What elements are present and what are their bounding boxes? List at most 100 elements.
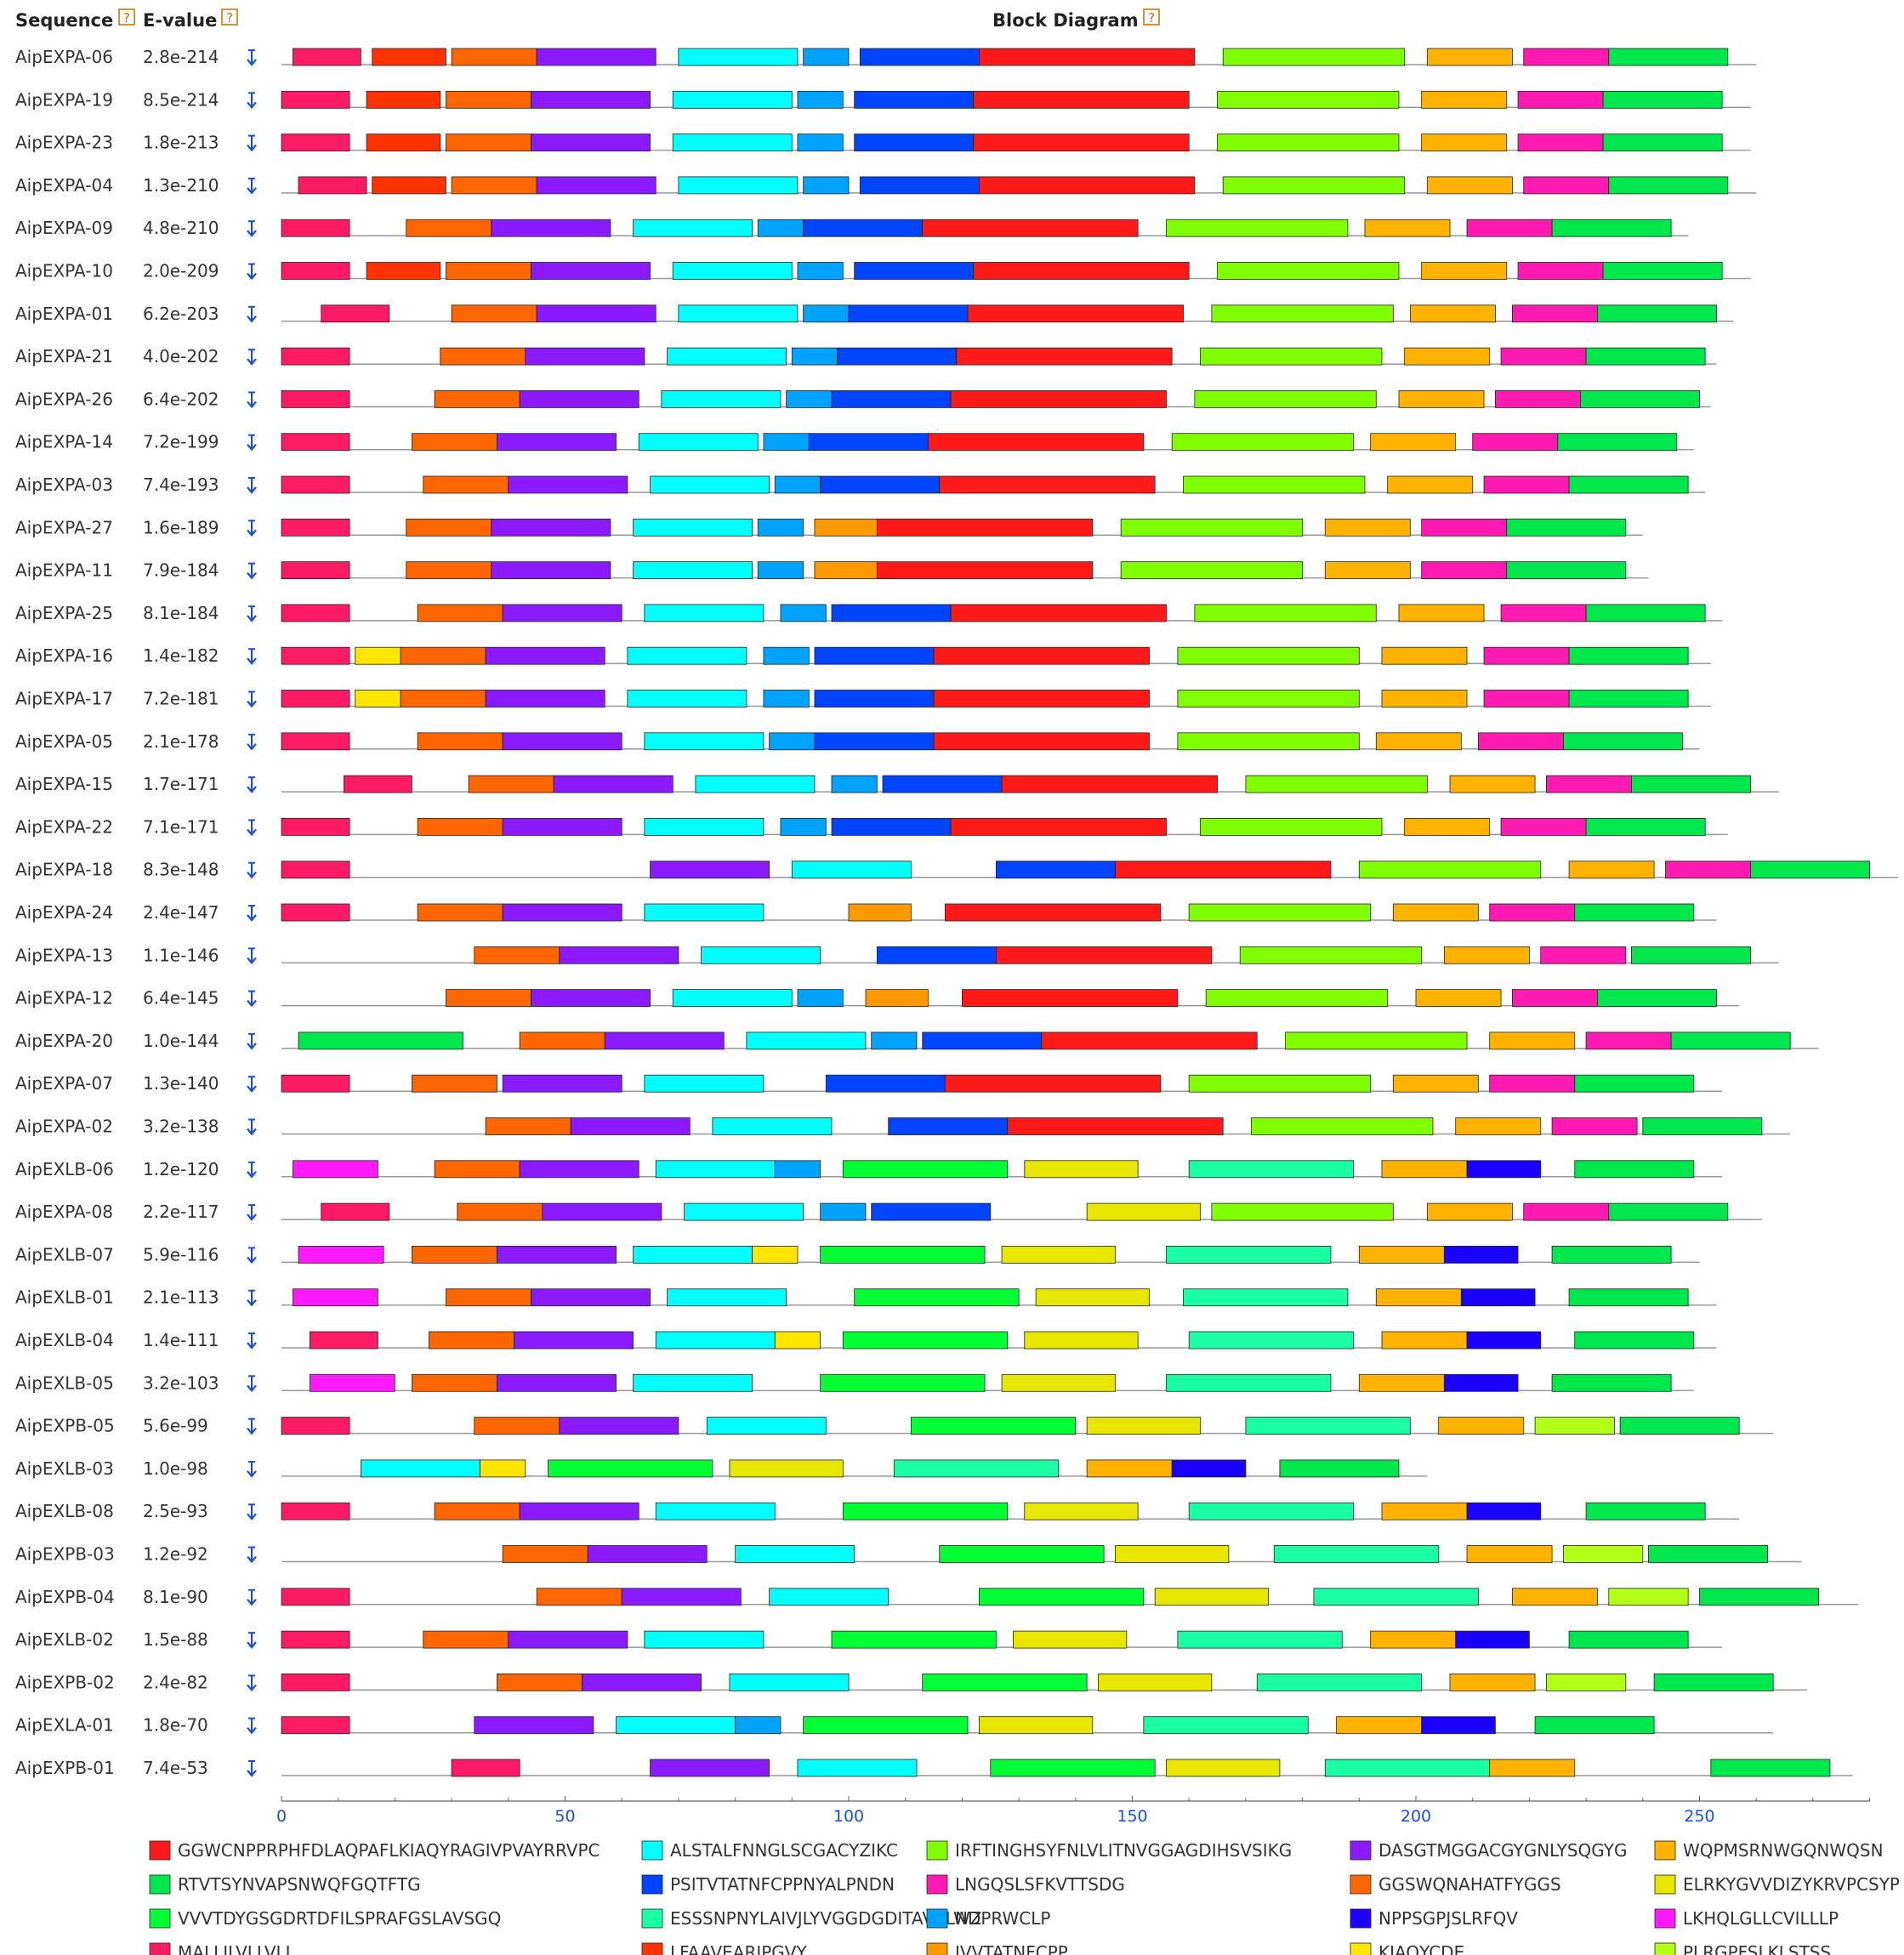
motif-block-m8[interactable] <box>1511 989 1598 1007</box>
motif-block-m5[interactable] <box>1421 90 1508 109</box>
motif-block-m4[interactable] <box>497 1246 617 1264</box>
motif-block-m9[interactable] <box>434 1160 520 1179</box>
motif-block-m6[interactable] <box>298 1031 463 1050</box>
motif-block-m12[interactable] <box>1166 1373 1332 1392</box>
motif-block-m16[interactable] <box>281 690 350 708</box>
motif-block-m14[interactable] <box>1443 1373 1519 1392</box>
motif-block-m1[interactable] <box>950 604 1167 622</box>
motif-block-m5[interactable] <box>1443 946 1530 964</box>
scan-arrow-icon[interactable] <box>247 1588 257 1606</box>
motif-block-m12[interactable] <box>1166 1246 1332 1264</box>
motif-block-m13[interactable] <box>763 690 810 708</box>
motif-block-m4[interactable] <box>536 48 656 66</box>
motif-block-m3[interactable] <box>1120 561 1304 579</box>
motif-block-m16[interactable] <box>281 475 350 494</box>
motif-block-m8[interactable] <box>1472 433 1559 452</box>
motif-block-m9[interactable] <box>406 219 492 237</box>
motif-block-m13[interactable] <box>780 818 827 836</box>
motif-block-m8[interactable] <box>1511 304 1598 323</box>
motif-block-m9[interactable] <box>536 1588 622 1606</box>
motif-block-m6[interactable] <box>1580 389 1700 408</box>
motif-block-m9[interactable] <box>429 1331 514 1350</box>
motif-block-m10[interactable] <box>1013 1630 1128 1649</box>
sequence-name[interactable]: AipEXPA-23 <box>15 133 113 153</box>
motif-block-m19[interactable] <box>480 1459 526 1478</box>
motif-block-m10[interactable] <box>729 1459 844 1478</box>
motif-block-m7[interactable] <box>814 690 935 708</box>
motif-block-m9[interactable] <box>434 1502 520 1520</box>
motif-block-m2[interactable] <box>644 1630 764 1649</box>
motif-block-m8[interactable] <box>1546 775 1632 793</box>
motif-block-m16[interactable] <box>281 134 350 152</box>
motif-block-m2[interactable] <box>701 946 821 964</box>
scan-arrow-icon[interactable] <box>247 905 257 922</box>
motif-block-m6[interactable] <box>1568 1630 1689 1649</box>
motif-block-m13[interactable] <box>757 219 804 237</box>
motif-block-m6[interactable] <box>1648 1545 1768 1563</box>
motif-block-m6[interactable] <box>1608 48 1729 66</box>
motif-block-m13[interactable] <box>803 176 850 195</box>
motif-block-m8[interactable] <box>1585 1031 1672 1050</box>
motif-block-m9[interactable] <box>400 646 486 665</box>
motif-block-m2[interactable] <box>633 219 753 237</box>
motif-block-m1[interactable] <box>1115 861 1332 879</box>
sequence-name[interactable]: AipEXPA-27 <box>15 517 113 537</box>
sequence-name[interactable]: AipEXPA-09 <box>15 218 113 238</box>
motif-block-m5[interactable] <box>1415 989 1502 1007</box>
sequence-name[interactable]: AipEXPA-07 <box>15 1073 113 1094</box>
motif-block-m4[interactable] <box>531 989 651 1007</box>
sequence-name[interactable]: AipEXPA-14 <box>15 432 113 452</box>
motif-block-m8[interactable] <box>1483 475 1570 494</box>
motif-block-m19[interactable] <box>355 690 401 708</box>
evalue-help-icon[interactable] <box>221 9 238 26</box>
motif-block-m13[interactable] <box>786 389 833 408</box>
scan-arrow-icon[interactable] <box>247 220 257 237</box>
sequence-name[interactable]: AipEXPA-03 <box>15 475 113 495</box>
scan-arrow-icon[interactable] <box>247 1204 257 1221</box>
scan-arrow-icon[interactable] <box>247 1460 257 1478</box>
motif-block-m6[interactable] <box>1568 475 1689 494</box>
motif-block-m2[interactable] <box>706 1417 827 1435</box>
motif-block-m9[interactable] <box>434 389 520 408</box>
motif-block-m12[interactable] <box>1313 1588 1479 1606</box>
motif-block-m3[interactable] <box>1200 347 1383 366</box>
motif-block-m6[interactable] <box>1279 1459 1400 1478</box>
scan-arrow-icon[interactable] <box>247 1760 257 1777</box>
motif-block-m2[interactable] <box>644 732 764 751</box>
scan-arrow-icon[interactable] <box>247 520 257 537</box>
motif-block-m3[interactable] <box>1166 219 1349 237</box>
motif-block-m13[interactable] <box>735 1716 781 1735</box>
motif-block-m7[interactable] <box>854 90 975 109</box>
motif-block-m1[interactable] <box>973 134 1190 152</box>
sequence-name[interactable]: AipEXLB-05 <box>15 1372 114 1393</box>
sequence-name[interactable]: AipEXLB-07 <box>15 1244 114 1264</box>
motif-block-m6[interactable] <box>1642 1117 1763 1135</box>
scan-arrow-icon[interactable] <box>247 733 257 751</box>
motif-block-m4[interactable] <box>491 219 611 237</box>
motif-block-m14[interactable] <box>1421 1716 1496 1735</box>
motif-block-m2[interactable] <box>735 1545 855 1563</box>
motif-block-m16[interactable] <box>321 304 390 323</box>
scan-arrow-icon[interactable] <box>247 1503 257 1520</box>
motif-block-m10[interactable] <box>1115 1545 1230 1563</box>
motif-block-m10[interactable] <box>1001 1246 1116 1264</box>
motif-block-m5[interactable] <box>1375 732 1462 751</box>
motif-block-m2[interactable] <box>797 1759 918 1777</box>
motif-block-m6[interactable] <box>1534 1716 1655 1735</box>
motif-block-m2[interactable] <box>746 1031 867 1050</box>
motif-block-m5[interactable] <box>1489 1759 1576 1777</box>
motif-block-m8[interactable] <box>1494 389 1581 408</box>
motif-block-m9[interactable] <box>406 561 492 579</box>
motif-block-m14[interactable] <box>1460 1288 1536 1307</box>
motif-block-m2[interactable] <box>678 304 799 323</box>
motif-block-m4[interactable] <box>570 1117 691 1135</box>
sequence-name[interactable]: AipEXPA-08 <box>15 1202 113 1222</box>
scan-arrow-icon[interactable] <box>247 1333 257 1350</box>
motif-block-m5[interactable] <box>1426 48 1513 66</box>
motif-block-m16[interactable] <box>281 861 350 879</box>
scan-arrow-icon[interactable] <box>247 305 257 323</box>
motif-block-m6[interactable] <box>1506 518 1627 537</box>
motif-block-m3[interactable] <box>1120 518 1304 537</box>
motif-block-m16[interactable] <box>281 90 350 109</box>
sequence-name[interactable]: AipEXPA-13 <box>15 945 113 965</box>
